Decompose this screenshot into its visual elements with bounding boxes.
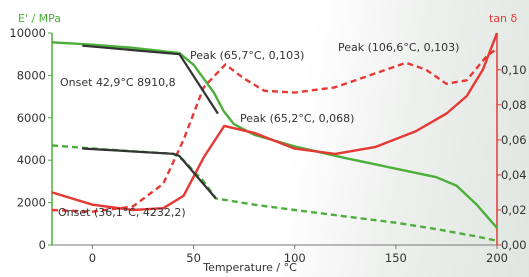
- y2-tick-label: 0,10: [501, 63, 527, 77]
- x-tick-label: 200: [486, 251, 508, 265]
- y2-axis-label: tan δ: [489, 12, 518, 25]
- y-tick-label: 6000: [17, 111, 46, 125]
- y2-tick-label: 0,00: [501, 238, 527, 252]
- y2-tick-label: 0,08: [501, 98, 527, 112]
- series-line: [52, 145, 497, 240]
- y-tick-label: 2000: [17, 196, 46, 210]
- y2-tick-label: 0,04: [501, 168, 527, 182]
- y2-tick-label: 0,06: [501, 133, 527, 147]
- x-tick-label: 0: [89, 251, 96, 265]
- y-axis-label: E' / MPa: [18, 12, 61, 25]
- annotation: Peak (65,2°C, 0,068): [240, 112, 354, 125]
- y-tick-label: 4000: [17, 153, 46, 167]
- series-line: [52, 42, 497, 228]
- chart: E' / MPa tan δ Temperature / °C 05010015…: [0, 0, 529, 277]
- y2-tick-label: 0,02: [501, 203, 527, 217]
- annotation: Peak (65,7°C, 0,103): [190, 49, 304, 62]
- annotation: Onset (36,1°C, 4232,2): [58, 206, 186, 219]
- y-tick-label: 10000: [9, 26, 46, 40]
- series-line: [82, 149, 216, 199]
- y-tick-label: 0: [39, 238, 46, 252]
- series-line: [52, 49, 497, 212]
- x-tick-label: 150: [385, 251, 407, 265]
- annotation: Peak (106,6°C, 0,103): [338, 41, 459, 54]
- x-tick-label: 100: [284, 251, 306, 265]
- x-tick-label: 50: [186, 251, 201, 265]
- annotation: Onset 42,9°C 8910,8: [60, 76, 176, 89]
- y-tick-label: 8000: [17, 68, 46, 82]
